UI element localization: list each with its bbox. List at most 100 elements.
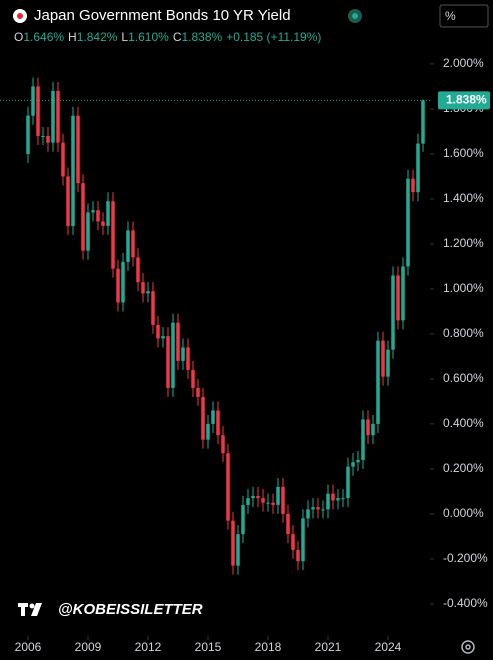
- status-dot: [352, 13, 358, 19]
- candle-body: [101, 221, 105, 226]
- x-tick-label: 2024: [375, 640, 402, 654]
- watermark-logo: [18, 603, 42, 616]
- candle-body: [131, 230, 135, 258]
- candle-body: [201, 396, 205, 440]
- candle-body: [281, 486, 285, 514]
- candle-body: [151, 291, 155, 325]
- candle-body: [141, 282, 145, 294]
- ohlc-key: H: [68, 30, 77, 44]
- ohlc-value: 1.610%: [128, 30, 169, 44]
- candle-body: [111, 201, 115, 269]
- unit-button[interactable]: [439, 4, 489, 28]
- candle-body: [231, 520, 235, 566]
- candle-body: [306, 509, 310, 519]
- y-tick-label: 1.200%: [443, 236, 484, 250]
- y-tick-label: 0.800%: [443, 326, 484, 340]
- x-tick-label: 2009: [75, 640, 102, 654]
- candle-body: [26, 115, 30, 154]
- candle-body: [206, 423, 210, 440]
- candle-body: [351, 462, 355, 467]
- x-tick-label: 2021: [315, 640, 342, 654]
- candle-body: [356, 459, 360, 463]
- candle-body: [256, 495, 260, 499]
- candle-body: [336, 498, 340, 501]
- candle-body: [76, 115, 80, 184]
- candle-body: [401, 266, 405, 321]
- ohlc-key: C: [173, 30, 182, 44]
- ohlc-text: O1.646% H1.842% L1.610% C1.838% +0.185 (+11.…: [14, 30, 321, 44]
- candle-body: [86, 212, 90, 251]
- candle-body: [236, 534, 240, 566]
- y-tick-label: -0.400%: [443, 596, 488, 610]
- candle-body: [81, 183, 85, 251]
- candle-body: [216, 410, 220, 436]
- candle-body: [51, 90, 55, 143]
- candle-body: [346, 466, 350, 499]
- flag-dot: [17, 13, 23, 19]
- candle-body: [296, 549, 300, 562]
- candle-body: [116, 268, 120, 303]
- last-price-box: [438, 91, 490, 110]
- ohlc-key: L: [121, 30, 128, 44]
- candle-body: [386, 349, 390, 377]
- y-tick-label: 0.600%: [443, 371, 484, 385]
- candle-body: [121, 261, 125, 303]
- candle-body: [136, 257, 140, 283]
- candle-body: [36, 86, 40, 136]
- candle-body: [341, 498, 345, 500]
- candle-body: [126, 230, 130, 262]
- candle-body: [171, 322, 175, 388]
- candle-body: [286, 513, 290, 535]
- candle-body: [246, 498, 250, 505]
- candle-body: [271, 502, 275, 505]
- candle-body: [91, 210, 95, 213]
- candle-body: [396, 275, 400, 321]
- candle-body: [41, 135, 45, 137]
- candle-body: [241, 504, 245, 535]
- candle-body: [166, 336, 170, 388]
- candle-body: [326, 493, 330, 510]
- y-tick-label: 1.600%: [443, 146, 484, 160]
- candle-body: [316, 507, 320, 510]
- change: +0.185 (+11.19%): [226, 30, 321, 44]
- candle-body: [46, 135, 50, 143]
- candle-body: [391, 275, 395, 350]
- candle-body: [311, 507, 315, 510]
- candle-body: [186, 347, 190, 370]
- last-price-label: 1.838%: [446, 93, 487, 107]
- candle-body: [71, 115, 75, 226]
- candle-body: [366, 419, 370, 436]
- y-tick-label: 2.000%: [443, 56, 484, 70]
- candle-body: [301, 518, 305, 562]
- candle-body: [96, 210, 100, 222]
- candle-body: [106, 201, 110, 226]
- ohlc-value: 1.646%: [23, 30, 64, 44]
- candle-body: [181, 347, 185, 361]
- y-tick-label: 0.200%: [443, 461, 484, 475]
- candle-body: [191, 369, 195, 388]
- candle-body: [291, 534, 295, 550]
- candle-body: [176, 322, 180, 361]
- candle-body: [361, 419, 365, 460]
- candle-body: [196, 387, 200, 397]
- candle-body: [276, 486, 280, 505]
- settings-icon[interactable]: [461, 640, 475, 654]
- x-tick-label: 2006: [15, 640, 42, 654]
- watermark: @KOBEISSILETTER: [58, 601, 203, 618]
- y-tick-label: 1.400%: [443, 191, 484, 205]
- x-tick-label: 2018: [255, 640, 282, 654]
- candle-body: [411, 178, 415, 193]
- candle-body: [416, 143, 420, 193]
- ohlc-value: 1.838%: [181, 30, 222, 44]
- candle-body: [156, 324, 160, 339]
- candle-body: [211, 410, 215, 424]
- candle-body: [266, 502, 270, 504]
- candle-body: [371, 423, 375, 436]
- candle-body: [226, 453, 230, 521]
- plot: [26, 77, 425, 575]
- y-tick-label: 1.000%: [443, 281, 484, 295]
- candle-body: [381, 340, 385, 377]
- ohlc-value: 1.842%: [77, 30, 118, 44]
- x-tick-label: 2015: [195, 640, 222, 654]
